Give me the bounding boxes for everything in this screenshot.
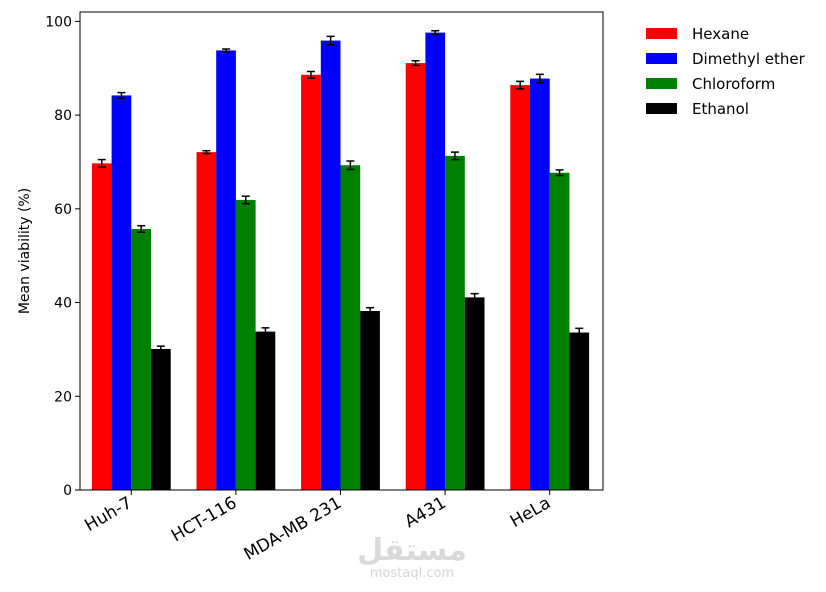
legend-label: Ethanol — [692, 100, 749, 118]
x-tick-label: HCT-116 — [168, 493, 240, 546]
bar — [131, 228, 151, 491]
bar — [255, 331, 276, 490]
error-bars-layer — [97, 29, 584, 353]
bar — [445, 155, 465, 490]
bar — [301, 74, 321, 490]
x-tick-label: HeLa — [507, 493, 554, 532]
legend-label: Chloroform — [692, 75, 775, 93]
bar — [425, 32, 446, 491]
bar — [111, 95, 132, 491]
y-axis-label: Mean viability (%) — [17, 188, 33, 314]
x-tick-label: Huh-7 — [81, 493, 135, 536]
plot-frame — [79, 11, 604, 491]
y-tick-label: 20 — [54, 389, 72, 405]
bar — [464, 297, 485, 490]
bar — [405, 63, 426, 491]
watermark-latin-text: mostaql.com — [370, 566, 454, 581]
legend-label: Hexane — [692, 25, 749, 43]
legend-swatch — [646, 53, 677, 64]
y-tick-label: 40 — [54, 296, 72, 312]
x-axis: Huh-7 HCT-116 MDA-MB 231 A431 HeLa — [81, 490, 554, 565]
bar — [320, 40, 341, 490]
y-tick-label: 60 — [54, 202, 72, 218]
x-tick-label: MDA-MB 231 — [241, 493, 345, 565]
legend-swatch — [646, 28, 677, 39]
bar — [196, 152, 217, 490]
bars-layer — [91, 32, 590, 491]
y-tick-label: 0 — [63, 483, 72, 499]
bar — [569, 332, 590, 490]
bar — [530, 78, 550, 490]
x-tick-label: A431 — [401, 493, 449, 532]
y-tick-label: 100 — [45, 14, 72, 30]
bar — [549, 172, 570, 491]
bar — [216, 50, 236, 490]
bar — [235, 199, 256, 490]
bar — [151, 348, 171, 490]
bar — [510, 85, 530, 490]
bar — [360, 310, 380, 490]
legend-swatch — [646, 78, 677, 89]
y-axis: 0 20 40 60 80 100 — [45, 14, 80, 499]
bar — [340, 165, 361, 490]
legend: Hexane Dimethyl ether Chloroform Ethanol — [646, 25, 806, 118]
legend-swatch — [646, 103, 677, 114]
bar — [91, 163, 112, 490]
y-tick-label: 80 — [54, 108, 72, 124]
watermark-arabic-text: مستقل — [357, 533, 467, 568]
watermark: مستقل mostaql.com — [357, 533, 467, 581]
legend-label: Dimethyl ether — [692, 50, 806, 68]
